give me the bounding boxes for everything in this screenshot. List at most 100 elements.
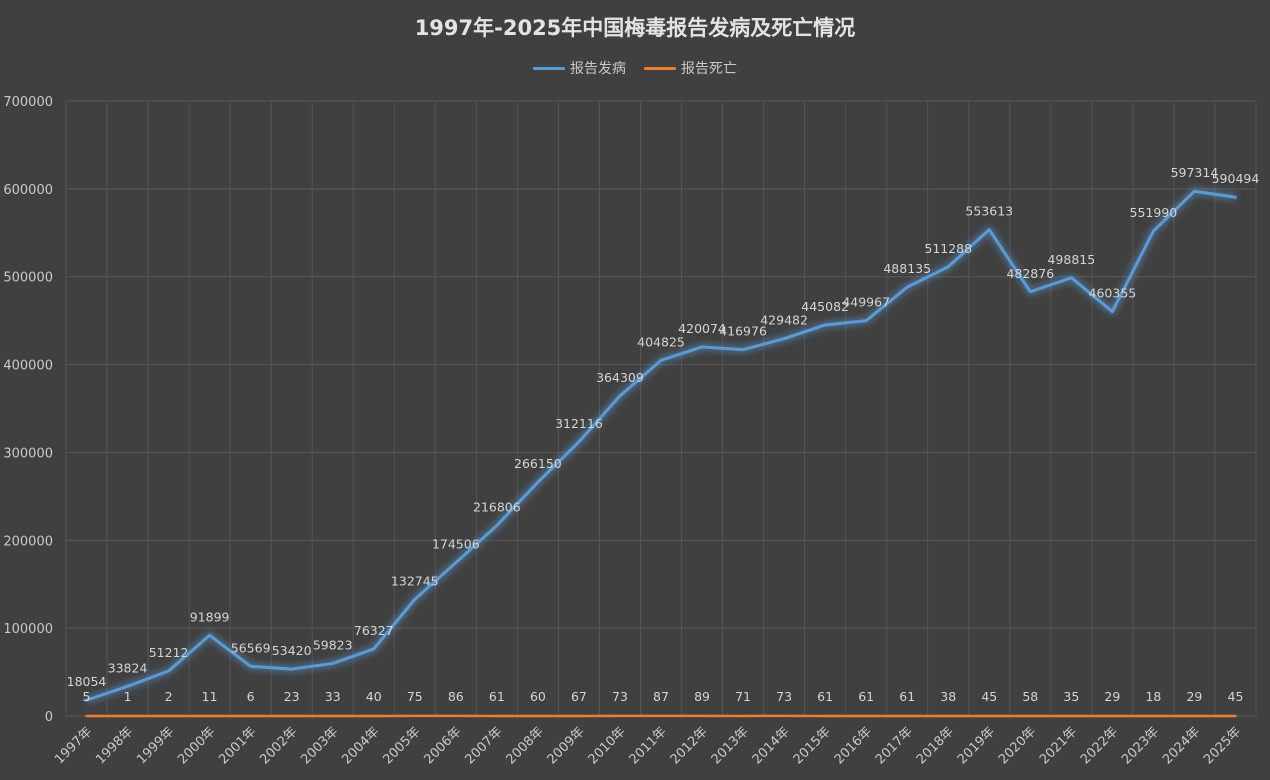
- y-tick-label: 0: [45, 710, 53, 725]
- data-label-deaths: 11: [202, 689, 218, 704]
- x-tick-label: 2021年: [1037, 724, 1080, 767]
- data-label-incidence: 33824: [108, 660, 148, 675]
- x-tick-label: 2016年: [832, 724, 875, 767]
- data-point-incidence: [536, 481, 539, 484]
- data-label-incidence: 266150: [514, 456, 562, 471]
- data-point-incidence: [701, 345, 704, 348]
- data-point-incidence: [1234, 196, 1237, 199]
- x-tick-label: 1997年: [52, 724, 95, 767]
- legend-swatch-incidence: [533, 66, 565, 70]
- data-label-incidence: 590494: [1212, 171, 1260, 186]
- x-tick-label: 2009年: [545, 724, 588, 767]
- data-label-deaths: 2: [165, 689, 173, 704]
- data-label-deaths: 61: [858, 689, 874, 704]
- x-tick-label: 2007年: [462, 724, 505, 767]
- data-point-deaths: [331, 714, 334, 717]
- data-point-deaths: [1152, 714, 1155, 717]
- data-point-deaths: [1193, 714, 1196, 717]
- data-point-deaths: [249, 714, 252, 717]
- data-label-deaths: 73: [612, 689, 628, 704]
- data-label-deaths: 71: [735, 689, 751, 704]
- data-point-incidence: [413, 598, 416, 601]
- data-label-deaths: 35: [1063, 689, 1079, 704]
- data-label-incidence: 76327: [354, 623, 394, 638]
- data-label-incidence: 216806: [473, 500, 521, 515]
- x-tick-label: 2013年: [709, 724, 752, 767]
- data-point-incidence: [783, 337, 786, 340]
- y-tick-label: 500000: [3, 271, 53, 286]
- data-label-incidence: 511288: [924, 241, 972, 256]
- data-point-deaths: [536, 714, 539, 717]
- y-tick-label: 400000: [3, 359, 53, 374]
- series-line-glow: [85, 187, 1236, 704]
- data-label-deaths: 33: [325, 689, 341, 704]
- x-tick-label: 2024年: [1160, 724, 1203, 767]
- data-label-deaths: 45: [1228, 689, 1244, 704]
- data-point-deaths: [1234, 714, 1237, 717]
- data-point-deaths: [865, 714, 868, 717]
- data-label-deaths: 5: [83, 689, 91, 704]
- y-tick-label: 700000: [3, 95, 53, 110]
- data-label-deaths: 89: [694, 689, 710, 704]
- x-tick-label: 2017年: [873, 724, 916, 767]
- x-tick-label: 2019年: [955, 724, 998, 767]
- legend-swatch-deaths: [644, 66, 676, 70]
- data-point-deaths: [372, 714, 375, 717]
- data-point-incidence: [577, 440, 580, 443]
- data-point-incidence: [1029, 290, 1032, 293]
- data-label-incidence: 312116: [555, 416, 603, 431]
- data-point-deaths: [85, 714, 88, 717]
- data-label-deaths: 86: [448, 689, 464, 704]
- data-label-incidence: 460355: [1089, 286, 1137, 301]
- data-label-incidence: 445082: [801, 299, 849, 314]
- data-point-deaths: [167, 714, 170, 717]
- data-label-deaths: 67: [571, 689, 587, 704]
- data-label-incidence: 132745: [391, 573, 439, 588]
- legend-item-incidence[interactable]: 报告发病: [533, 58, 626, 78]
- data-point-deaths: [1029, 714, 1032, 717]
- data-point-incidence: [372, 647, 375, 650]
- data-label-incidence: 597314: [1171, 165, 1219, 180]
- data-point-incidence: [290, 668, 293, 671]
- data-point-deaths: [290, 714, 293, 717]
- x-tick-label: 2025年: [1201, 724, 1244, 767]
- data-label-deaths: 6: [247, 689, 255, 704]
- data-label-deaths: 29: [1104, 689, 1120, 704]
- data-point-incidence: [906, 286, 909, 289]
- x-tick-label: 2014年: [750, 724, 793, 767]
- legend-item-deaths[interactable]: 报告死亡: [644, 58, 737, 78]
- data-label-deaths: 29: [1186, 689, 1202, 704]
- data-point-deaths: [947, 714, 950, 717]
- data-point-deaths: [1111, 714, 1114, 717]
- x-tick-label: 2012年: [668, 724, 711, 767]
- data-label-deaths: 18: [1145, 689, 1161, 704]
- x-tick-label: 2002年: [257, 724, 300, 767]
- data-point-deaths: [618, 714, 621, 717]
- data-point-deaths: [454, 714, 457, 717]
- data-label-incidence: 553613: [965, 204, 1013, 219]
- y-tick-label: 200000: [3, 534, 53, 549]
- y-tick-label: 600000: [3, 183, 53, 198]
- y-tick-label: 100000: [3, 622, 53, 637]
- data-label-incidence: 53420: [272, 643, 312, 658]
- data-label-incidence: 420074: [678, 321, 726, 336]
- data-point-incidence: [1152, 230, 1155, 233]
- data-label-deaths: 75: [407, 689, 423, 704]
- legend-label-incidence: 报告发病: [570, 61, 626, 77]
- data-point-deaths: [701, 714, 704, 717]
- x-tick-label: 2015年: [791, 724, 834, 767]
- x-tick-label: 2020年: [996, 724, 1039, 767]
- x-tick-label: 2006年: [421, 724, 464, 767]
- data-point-incidence: [1193, 190, 1196, 193]
- x-tick-label: 2005年: [380, 724, 423, 767]
- data-point-incidence: [988, 228, 991, 231]
- data-point-deaths: [988, 714, 991, 717]
- data-point-incidence: [1111, 310, 1114, 313]
- data-point-deaths: [126, 714, 129, 717]
- data-label-incidence: 174506: [432, 537, 480, 552]
- data-point-deaths: [208, 714, 211, 717]
- data-point-deaths: [660, 714, 663, 717]
- x-tick-label: 2000年: [175, 724, 218, 767]
